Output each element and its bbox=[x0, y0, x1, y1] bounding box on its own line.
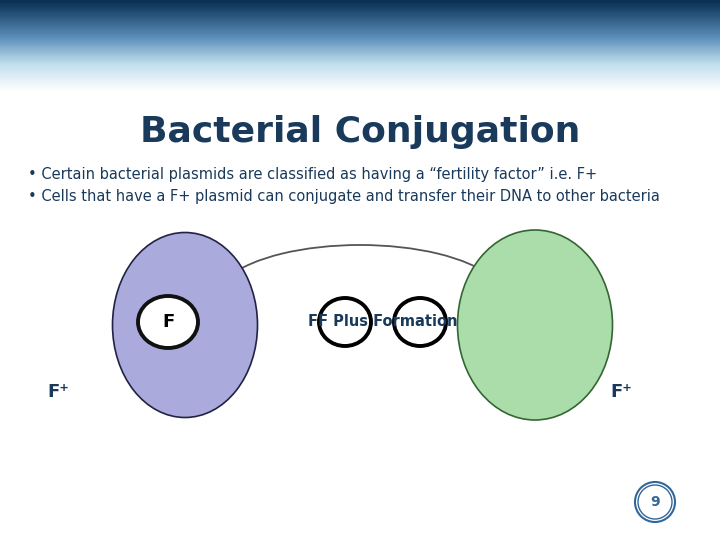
Bar bbox=[0, 50, 720, 52]
Bar bbox=[0, 13, 720, 15]
Bar bbox=[0, 74, 720, 76]
Bar bbox=[0, 24, 720, 26]
Bar bbox=[0, 3, 720, 4]
Bar bbox=[0, 2, 720, 3]
Bar bbox=[0, 86, 720, 87]
Bar bbox=[0, 83, 720, 84]
Bar bbox=[0, 85, 720, 86]
Bar bbox=[0, 80, 720, 82]
Ellipse shape bbox=[457, 230, 613, 420]
Bar bbox=[0, 56, 720, 57]
Bar bbox=[0, 78, 720, 80]
Bar bbox=[0, 29, 720, 30]
Bar bbox=[0, 75, 720, 77]
Bar bbox=[0, 28, 720, 29]
Text: F: F bbox=[162, 313, 174, 331]
Bar bbox=[0, 17, 720, 19]
Bar bbox=[0, 31, 720, 32]
Bar bbox=[0, 20, 720, 22]
Bar bbox=[0, 5, 720, 6]
Bar bbox=[0, 62, 720, 63]
Ellipse shape bbox=[112, 233, 258, 417]
Bar bbox=[0, 43, 720, 45]
Bar bbox=[0, 21, 720, 23]
Bar bbox=[0, 37, 720, 38]
Text: F⁺: F⁺ bbox=[47, 383, 69, 401]
Bar bbox=[0, 77, 720, 79]
Bar bbox=[0, 65, 720, 66]
Text: • Certain bacterial plasmids are classified as having a “fertility factor” i.e. : • Certain bacterial plasmids are classif… bbox=[28, 167, 597, 183]
Bar bbox=[0, 39, 720, 40]
Bar bbox=[0, 53, 720, 55]
Bar bbox=[0, 9, 720, 10]
Bar bbox=[0, 59, 720, 60]
Bar bbox=[0, 82, 720, 83]
Text: 9: 9 bbox=[650, 495, 660, 509]
Bar bbox=[0, 89, 720, 90]
Bar bbox=[0, 47, 720, 49]
Circle shape bbox=[635, 482, 675, 522]
Bar bbox=[0, 22, 720, 24]
Bar bbox=[0, 23, 720, 25]
Bar bbox=[0, 36, 720, 37]
Bar bbox=[0, 30, 720, 31]
Bar bbox=[0, 26, 720, 28]
Bar bbox=[0, 41, 720, 43]
Bar bbox=[0, 69, 720, 71]
Bar bbox=[0, 38, 720, 39]
Bar bbox=[0, 42, 720, 44]
Bar bbox=[0, 10, 720, 11]
Bar bbox=[0, 35, 720, 36]
Text: F⁺: F⁺ bbox=[610, 383, 632, 401]
Bar bbox=[0, 6, 720, 8]
Bar bbox=[0, 64, 720, 65]
Bar bbox=[0, 71, 720, 73]
Bar bbox=[0, 70, 720, 72]
Bar bbox=[0, 44, 720, 46]
Bar bbox=[0, 14, 720, 16]
Bar bbox=[0, 0, 720, 1]
Bar bbox=[0, 15, 720, 17]
Bar bbox=[0, 1, 720, 2]
Bar bbox=[0, 51, 720, 53]
Ellipse shape bbox=[394, 298, 446, 346]
Bar bbox=[0, 40, 720, 42]
Bar bbox=[0, 32, 720, 33]
Bar bbox=[0, 87, 720, 89]
Bar bbox=[0, 52, 720, 54]
Bar bbox=[0, 57, 720, 58]
Bar bbox=[0, 76, 720, 78]
Bar bbox=[0, 48, 720, 50]
Bar bbox=[0, 18, 720, 20]
Ellipse shape bbox=[138, 296, 198, 348]
Bar bbox=[0, 67, 720, 69]
Bar bbox=[0, 11, 720, 12]
Ellipse shape bbox=[319, 298, 371, 346]
Bar bbox=[0, 49, 720, 51]
Bar bbox=[0, 12, 720, 14]
Bar bbox=[0, 4, 720, 5]
Bar bbox=[0, 16, 720, 18]
Bar bbox=[0, 72, 720, 74]
Text: Bacterial Conjugation: Bacterial Conjugation bbox=[140, 115, 580, 149]
Bar bbox=[0, 79, 720, 81]
Bar bbox=[0, 84, 720, 85]
Bar bbox=[0, 66, 720, 68]
Bar bbox=[0, 68, 720, 70]
Bar bbox=[0, 58, 720, 59]
Bar bbox=[0, 33, 720, 35]
Bar bbox=[0, 60, 720, 62]
Text: • Cells that have a F+ plasmid can conjugate and transfer their DNA to other bac: • Cells that have a F+ plasmid can conju… bbox=[28, 190, 660, 205]
Text: FF Plus Formation: FF Plus Formation bbox=[308, 314, 458, 329]
Bar bbox=[0, 25, 720, 27]
Bar bbox=[0, 8, 720, 9]
Bar bbox=[0, 55, 720, 56]
Bar bbox=[0, 45, 720, 47]
Bar bbox=[0, 63, 720, 64]
